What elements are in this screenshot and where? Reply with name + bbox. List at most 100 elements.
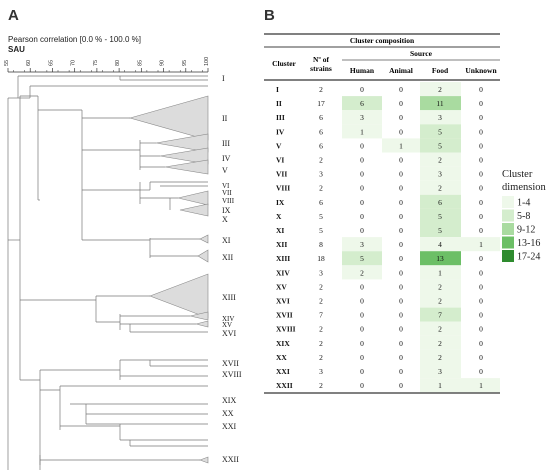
table-row: VIII 2 0 0 2 0	[276, 184, 483, 193]
table-row: XVI 2 0 0 2 0	[276, 297, 483, 306]
panel-a-label: A	[8, 7, 19, 24]
table-cell-unknown: 0	[479, 367, 483, 376]
table-cell-food: 2	[438, 353, 442, 362]
table-cell-human: 0	[360, 339, 364, 348]
col-header-strains-2: strains	[310, 64, 332, 73]
similarity-scale: 55 60 65 70 75 80 85 90 95 100	[4, 57, 210, 73]
collapsed-cluster-wedge	[179, 203, 209, 217]
table-row: XXI 3 0 0 3 0	[276, 367, 483, 376]
table-cell-human: 0	[360, 85, 364, 94]
table-cell-cluster: XVII	[276, 311, 293, 320]
table-cell-strains: 2	[319, 381, 323, 390]
table-cell-food: 7	[438, 311, 442, 320]
table-cell-human: 0	[360, 353, 364, 362]
cell-shade	[342, 110, 382, 125]
table-cell-animal: 0	[399, 170, 403, 179]
cell-shade	[420, 124, 461, 139]
cell-shade	[461, 378, 500, 393]
table-cell-cluster: V	[276, 141, 282, 150]
cluster-label: XVI	[222, 329, 237, 338]
col-header-food: Food	[432, 66, 449, 75]
table-row: VII 3 0 0 3 0	[276, 170, 483, 179]
table-cell-unknown: 0	[479, 170, 483, 179]
scale-tick-label: 60	[26, 60, 32, 66]
table-cell-cluster: XII	[276, 240, 287, 249]
cluster-label: XVII	[222, 359, 239, 368]
source-header: Source	[410, 49, 433, 58]
scale-tick-label: 75	[93, 60, 99, 66]
table-cell-human: 0	[360, 156, 364, 165]
table-cell-food: 2	[438, 156, 442, 165]
table-cell-cluster: II	[276, 99, 282, 108]
table-cell-human: 0	[360, 198, 364, 207]
scale-tick-label: 70	[71, 60, 77, 66]
table-cell-strains: 2	[319, 156, 323, 165]
table-cell-human: 0	[360, 184, 364, 193]
table-cell-strains: 5	[319, 226, 323, 235]
collapsed-cluster-wedge	[149, 273, 209, 319]
table-cell-cluster: XIV	[276, 268, 290, 277]
cluster-label: XXI	[222, 422, 237, 431]
table-cell-animal: 0	[399, 127, 403, 136]
table-cell-food: 2	[438, 282, 442, 291]
table-cell-human: 5	[360, 254, 364, 263]
cell-shade	[420, 208, 461, 223]
cluster-label: XIV	[222, 315, 234, 323]
legend-item: 13-16	[502, 236, 540, 249]
table-cell-food: 2	[438, 85, 442, 94]
legend-swatch	[502, 196, 514, 208]
cluster-label: XXII	[222, 455, 239, 464]
scale-tick-label: 100	[204, 57, 210, 66]
legend-item: 5-8	[502, 209, 530, 222]
table-cell-human: 0	[360, 141, 364, 150]
cell-shade	[420, 378, 461, 393]
table-cell-cluster: I	[276, 85, 279, 94]
table-cell-unknown: 0	[479, 268, 483, 277]
table-cell-cluster: XX	[276, 353, 287, 362]
cluster-label: V	[222, 166, 228, 175]
table-cell-animal: 0	[399, 311, 403, 320]
table-row: IV 6 1 0 5 0	[276, 127, 483, 136]
table-cell-food: 5	[438, 141, 442, 150]
table-row: VI 2 0 0 2 0	[276, 156, 483, 165]
cell-shade	[420, 251, 461, 266]
cell-shade	[420, 166, 461, 181]
table-row: XI 5 0 0 5 0	[276, 226, 483, 235]
cell-shade	[420, 349, 461, 364]
table-cell-animal: 0	[399, 268, 403, 277]
table-cell-food: 6	[438, 198, 442, 207]
table-cell-human: 0	[360, 381, 364, 390]
table-cell-cluster: VII	[276, 170, 287, 179]
table-row: XVII 7 0 0 7 0	[276, 311, 483, 320]
table-cell-cluster: XVI	[276, 297, 290, 306]
table-cell-unknown: 0	[479, 226, 483, 235]
col-header-cluster: Cluster	[272, 59, 296, 68]
col-header-unknown: Unknown	[465, 66, 497, 75]
table-cell-strains: 8	[319, 240, 323, 249]
table-cell-unknown: 0	[479, 254, 483, 263]
legend-label: 5-8	[517, 211, 530, 222]
scale-tick-label: 80	[115, 60, 121, 66]
collapsed-cluster-wedge	[199, 456, 209, 464]
cell-shade	[342, 96, 382, 111]
cluster-label: XIX	[222, 396, 236, 405]
cluster-label: IV	[222, 154, 231, 163]
cluster-label: XV	[222, 321, 232, 329]
table-cell-animal: 1	[399, 141, 403, 150]
table-title: Cluster composition	[350, 36, 415, 45]
cell-shade	[420, 364, 461, 379]
table-row: V 6 0 1 5 0	[276, 141, 483, 150]
table-row: XV 2 0 0 2 0	[276, 282, 483, 291]
table-row: XII 8 3 0 4 1	[276, 240, 483, 249]
collapsed-cluster-wedge	[199, 234, 209, 244]
legend-swatch	[502, 250, 514, 262]
legend-items: 1-4 5-8 9-12 13-16 17-24	[502, 196, 540, 263]
cell-shade	[420, 152, 461, 167]
table-cell-human: 0	[360, 367, 364, 376]
table-cell-unknown: 0	[479, 99, 483, 108]
table-cell-unknown: 0	[479, 353, 483, 362]
table-cell-food: 1	[438, 268, 442, 277]
table-cell-animal: 0	[399, 226, 403, 235]
